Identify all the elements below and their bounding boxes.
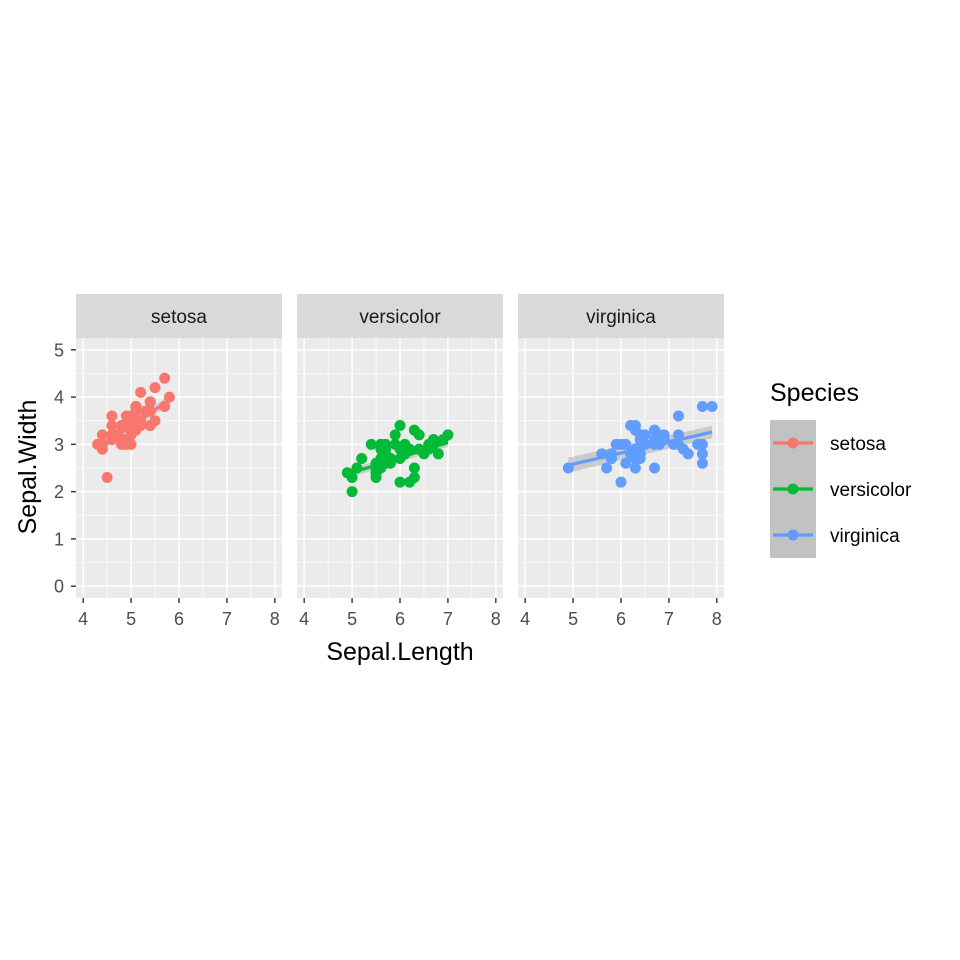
x-tick-label: 4 [78,609,88,629]
data-point [149,382,161,394]
data-point [682,448,694,460]
data-point [625,419,637,431]
data-point [672,410,684,422]
x-axis: 4 5 6 7 8 [78,598,280,629]
y-tick-label: 0 [54,577,64,597]
data-point [159,372,171,384]
y-tick-label: 5 [54,340,64,360]
y-tick-label: 4 [54,388,64,408]
x-tick-label: 7 [222,609,232,629]
y-axis: 0 1 2 3 4 5 [54,340,76,597]
fit-line [567,430,713,467]
data-point [365,438,377,450]
data-point [356,453,368,465]
y-tick-label: 1 [54,529,64,549]
fit-line [346,440,449,476]
data-point [408,471,420,483]
data-point [601,462,613,474]
facet-panel-versicolor: versicolor 4 5 6 7 8 [297,294,503,629]
data-point [130,401,142,413]
facet-strip-label: setosa [151,307,207,328]
y-tick-label: 3 [54,435,64,455]
data-point [135,386,147,398]
data-point [696,401,708,413]
data-point [696,448,708,460]
panel-grid [297,338,503,598]
data-point [116,419,128,431]
x-tick-label: 8 [270,609,280,629]
data-point [408,462,420,474]
x-tick-label: 5 [347,609,357,629]
legend-item-setosa: setosa [770,420,886,466]
x-tick-label: 4 [520,609,530,629]
data-point [696,438,708,450]
facet-strip [297,294,503,338]
data-point [101,471,113,483]
data-point [404,443,416,455]
legend-keys: setosa versicolor virginica [770,420,912,558]
data-point [620,457,632,469]
x-tick-label: 6 [174,609,184,629]
x-tick-label: 4 [299,609,309,629]
legend-label: virginica [830,526,900,547]
data-point [389,429,401,441]
y-axis-title: Sepal.Width [14,400,42,535]
x-axis: 4 5 6 7 8 [520,598,722,629]
data-point [696,457,708,469]
data-point [610,438,622,450]
legend-key-point [787,483,799,495]
legend-title: Species [770,379,859,407]
panel-grid [76,338,282,598]
facet-strip-label: versicolor [359,307,441,328]
x-axis: 4 5 6 7 8 [299,598,501,629]
data-point [380,448,392,460]
data-point [432,448,444,460]
legend-label: setosa [830,434,886,455]
facet-panel-virginica: virginica 4 5 6 7 8 [518,294,724,629]
facet-strip-label: virginica [586,307,656,328]
fit-line [96,398,171,451]
data-point [394,419,406,431]
data-point [346,486,358,498]
data-point [144,396,156,408]
x-tick-label: 6 [616,609,626,629]
legend-item-versicolor: versicolor [770,466,912,512]
facet-strip [518,294,724,338]
data-point [163,391,175,403]
legend-key-point [787,437,799,449]
legend-label: versicolor [830,480,912,501]
legend-key-point [787,529,799,541]
facet-panel-setosa: setosa 4 5 6 7 8 [76,294,282,629]
x-axis-title: Sepal.Length [326,638,473,666]
x-tick-label: 7 [443,609,453,629]
data-point [428,434,440,446]
x-tick-label: 5 [568,609,578,629]
data-point [149,415,161,427]
data-point [629,462,641,474]
data-point [706,401,718,413]
legend-item-virginica: virginica [770,512,900,558]
data-point [106,410,118,422]
x-tick-label: 7 [664,609,674,629]
y-tick-label: 2 [54,482,64,502]
data-point [96,429,108,441]
data-point [649,424,661,436]
x-tick-label: 8 [491,609,501,629]
facet-strip [76,294,282,338]
x-tick-label: 8 [712,609,722,629]
x-tick-label: 6 [395,609,405,629]
x-tick-label: 5 [126,609,136,629]
data-point [408,424,420,436]
data-point [394,476,406,488]
data-point [106,419,118,431]
data-point [615,476,627,488]
data-point [116,438,128,450]
panel-grid [518,338,724,598]
data-point [649,462,661,474]
legend: Species setosa versicolor virginica [770,379,912,558]
